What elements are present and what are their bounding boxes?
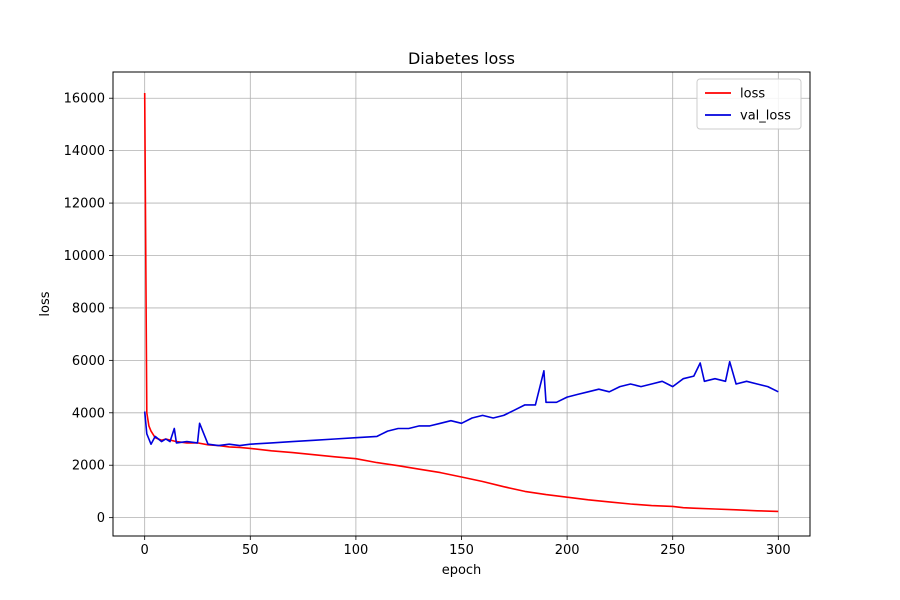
y-tick-label: 14000 — [64, 144, 105, 159]
x-tick-label: 200 — [555, 543, 580, 558]
x-tick-label: 250 — [660, 543, 685, 558]
y-tick-label: 10000 — [64, 249, 105, 264]
y-tick-label: 6000 — [72, 354, 105, 369]
x-tick-label: 0 — [141, 543, 149, 558]
series-lines — [143, 92, 779, 513]
y-axis-label: loss — [38, 291, 53, 316]
legend: loss val_loss — [696, 78, 802, 130]
y-tick-label: 8000 — [72, 301, 105, 316]
series-line-val-loss — [143, 360, 779, 447]
legend-label-loss: loss — [740, 87, 765, 102]
y-tick-label: 0 — [97, 511, 105, 526]
y-tick-label: 2000 — [72, 459, 105, 474]
grid — [113, 72, 810, 536]
series-line-loss — [143, 92, 779, 513]
x-tick-label: 150 — [449, 543, 474, 558]
x-tick-label: 100 — [343, 543, 368, 558]
y-tick-label: 12000 — [64, 197, 105, 212]
y-tick-label: 4000 — [72, 406, 105, 421]
legend-label-val-loss: val_loss — [740, 109, 791, 124]
x-tick-label: 50 — [242, 543, 259, 558]
x-axis-label: epoch — [442, 563, 482, 578]
chart-title: Diabetes loss — [408, 49, 515, 68]
x-tick-label: 300 — [766, 543, 791, 558]
legend-box — [696, 78, 802, 130]
y-tick-label: 16000 — [64, 92, 105, 107]
ticks: 0 50 100 150 200 250 300 0 2000 4000 6000 8000 10000… — [64, 92, 791, 558]
